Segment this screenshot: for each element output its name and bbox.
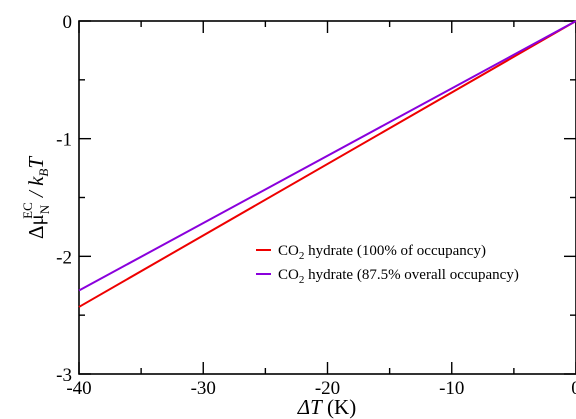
plot-frame xyxy=(78,20,576,375)
x-tick-label: -40 xyxy=(66,378,91,399)
series-line-2 xyxy=(78,20,576,292)
y-tick-label: -1 xyxy=(56,130,72,151)
x-tick-label: -20 xyxy=(315,378,340,399)
x-axis-symbol: ΔT xyxy=(297,395,323,419)
y-label-superscript: EC xyxy=(20,202,35,219)
legend-label-prefix: CO xyxy=(278,267,299,283)
x-tick-label: -30 xyxy=(191,378,216,399)
legend-label-2: CO2 hydrate (87.5% overall occupancy) xyxy=(278,267,519,286)
tick-labels: -40 -30 -20 -10 0-3-2-10 xyxy=(56,12,576,399)
x-axis-unit: (K) xyxy=(322,395,356,419)
y-label-subscript: N xyxy=(37,204,52,214)
legend-label-subscript: 2 xyxy=(299,250,305,262)
x-axis-label: ΔT (K) xyxy=(297,395,356,419)
y-tick-label: 0 xyxy=(63,12,73,33)
series-line-1 xyxy=(78,20,576,308)
y-label-kb-subscript: B xyxy=(36,169,51,177)
y-label-mu: μ xyxy=(24,214,48,225)
y-tick-label: -3 xyxy=(56,365,72,386)
y-label-delta: Δ xyxy=(24,226,48,240)
legend-label-subscript: 2 xyxy=(299,274,305,286)
legend-label-suffix: hydrate (87.5% overall occupancy) xyxy=(304,267,519,283)
legend-label-suffix: hydrate (100% of occupancy) xyxy=(304,243,486,259)
legend: CO2 hydrate (100% of occupancy)CO2 hydra… xyxy=(256,243,519,286)
y-label-over-k: / k xyxy=(24,176,48,202)
legend-label-prefix: CO xyxy=(278,243,299,259)
y-axis-label: ΔμNEC / kBT xyxy=(20,156,52,239)
x-tick-label: -10 xyxy=(439,378,464,399)
y-tick-label: -2 xyxy=(56,247,72,268)
legend-label-1: CO2 hydrate (100% of occupancy) xyxy=(278,243,486,262)
tick-marks xyxy=(78,20,576,375)
series-lines xyxy=(78,20,576,308)
x-tick-label: 0 xyxy=(571,378,576,399)
y-label-temperature: T xyxy=(24,156,48,169)
